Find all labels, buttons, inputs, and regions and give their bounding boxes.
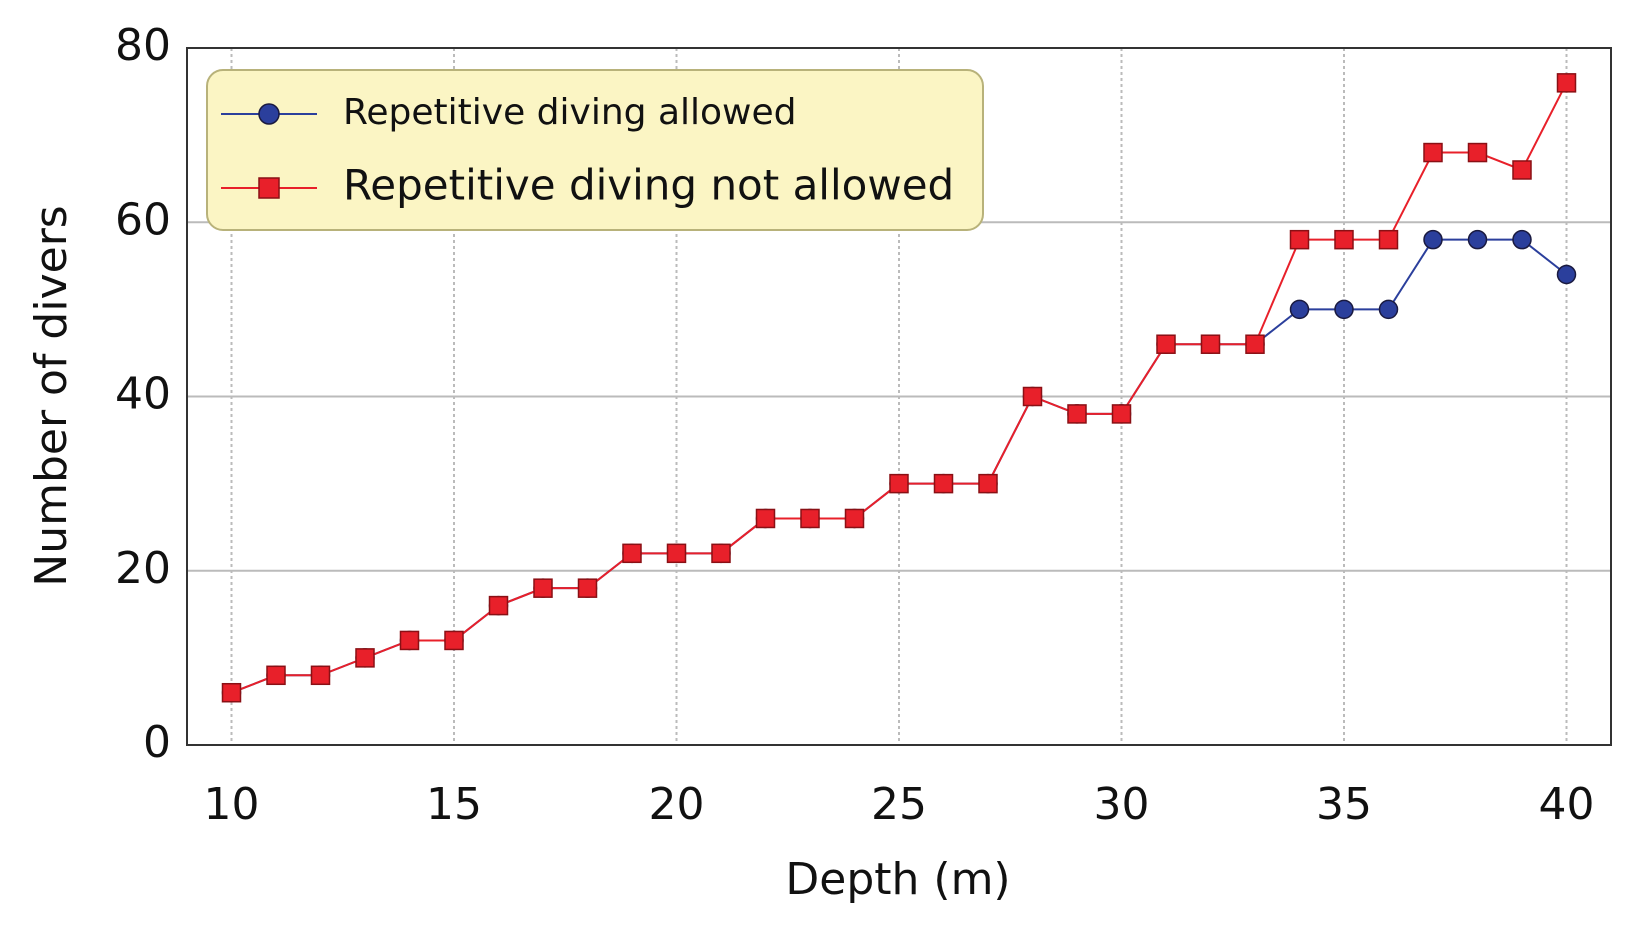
marker bbox=[533, 578, 553, 598]
marker bbox=[1467, 142, 1488, 163]
marker bbox=[1556, 73, 1577, 93]
marker bbox=[1512, 229, 1532, 250]
y-tick-label: 20 bbox=[115, 543, 171, 594]
marker bbox=[1334, 229, 1354, 250]
marker bbox=[1378, 229, 1399, 250]
marker bbox=[933, 473, 954, 494]
marker bbox=[978, 473, 998, 494]
marker bbox=[1289, 229, 1310, 250]
marker bbox=[221, 682, 242, 703]
marker bbox=[1022, 386, 1043, 407]
y-tick-label: 40 bbox=[115, 369, 171, 420]
x-tick-label: 15 bbox=[426, 779, 482, 830]
plot-frame bbox=[186, 47, 1612, 746]
marker bbox=[1067, 404, 1087, 424]
marker bbox=[755, 508, 776, 529]
y-tick-label: 60 bbox=[115, 194, 171, 245]
legend-marker bbox=[258, 177, 280, 199]
marker bbox=[889, 473, 909, 494]
legend-label: Repetitive diving allowed bbox=[343, 92, 796, 133]
y-axis-label: Number of divers bbox=[26, 205, 77, 586]
legend-label: Repetitive diving not allowed bbox=[343, 161, 954, 210]
marker bbox=[1423, 142, 1443, 163]
marker bbox=[399, 630, 420, 651]
x-tick-label: 30 bbox=[1094, 779, 1150, 830]
x-tick-label: 20 bbox=[649, 779, 705, 830]
marker bbox=[488, 595, 509, 616]
marker bbox=[577, 578, 598, 598]
marker bbox=[1556, 264, 1577, 285]
marker bbox=[666, 543, 687, 564]
x-axis-label: Depth (m) bbox=[785, 854, 1010, 905]
legend-marker bbox=[258, 103, 280, 125]
marker bbox=[444, 630, 464, 651]
legend-box bbox=[206, 69, 984, 231]
marker bbox=[622, 543, 642, 564]
legend: Repetitive diving allowed Repetitive divi… bbox=[206, 69, 984, 231]
marker bbox=[1156, 334, 1176, 354]
marker bbox=[1245, 334, 1265, 354]
x-tick-label: 25 bbox=[871, 779, 927, 830]
marker bbox=[1423, 229, 1443, 250]
marker bbox=[1200, 334, 1221, 354]
marker bbox=[844, 508, 865, 529]
marker bbox=[1289, 299, 1310, 320]
marker bbox=[1378, 299, 1399, 320]
y-tick-label: 80 bbox=[115, 20, 171, 71]
marker bbox=[1334, 299, 1354, 320]
marker bbox=[355, 648, 375, 668]
x-tick-label: 40 bbox=[1539, 779, 1595, 830]
marker bbox=[310, 665, 331, 686]
marker bbox=[711, 543, 731, 564]
marker bbox=[800, 508, 820, 529]
marker bbox=[1512, 160, 1532, 180]
x-tick-label: 35 bbox=[1316, 779, 1372, 830]
marker bbox=[1467, 229, 1488, 250]
marker bbox=[266, 665, 286, 686]
x-tick-label: 10 bbox=[204, 779, 260, 830]
y-tick-label: 0 bbox=[143, 717, 171, 768]
marker bbox=[1111, 404, 1132, 424]
